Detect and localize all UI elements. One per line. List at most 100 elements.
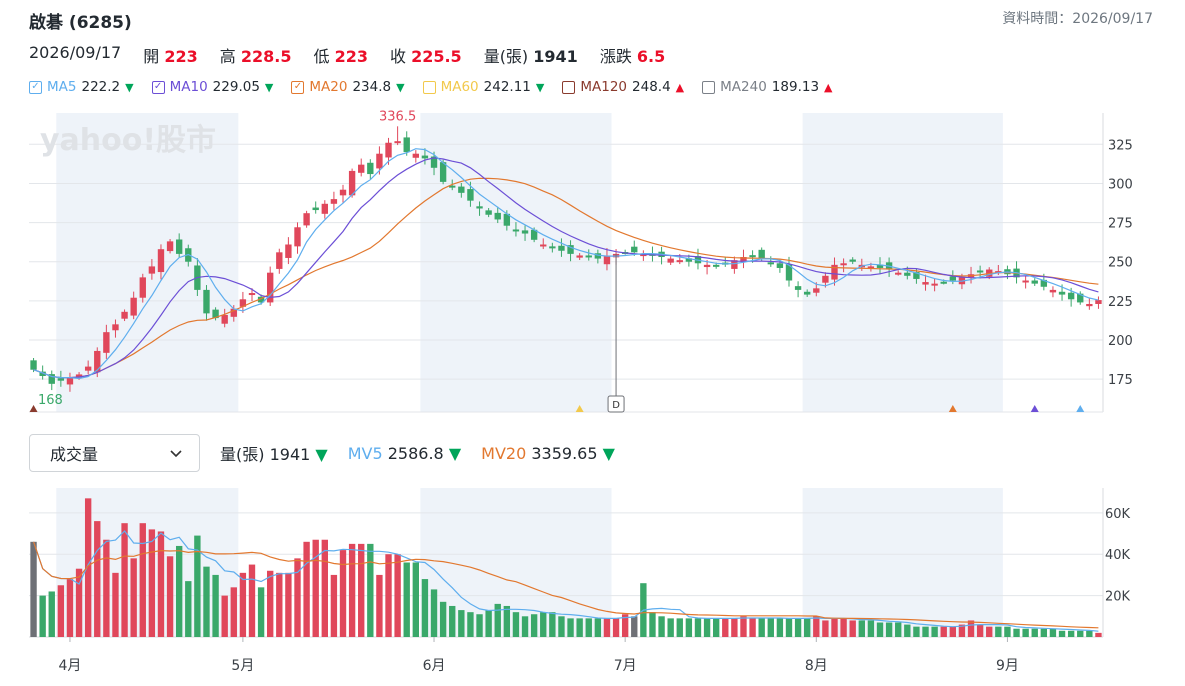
volume-bar <box>594 618 602 637</box>
volume-bar <box>121 523 128 637</box>
ma120-checkbox[interactable] <box>562 80 576 94</box>
volume-bar <box>66 579 74 637</box>
ma10-checkbox[interactable]: ✓ <box>151 80 165 94</box>
candle <box>1086 303 1093 307</box>
volume-bar <box>1040 628 1048 637</box>
volume-tick-label: 20K <box>1105 590 1131 605</box>
candle <box>867 266 875 269</box>
ma240-toggle[interactable]: MA240 189.13 ▲ <box>702 79 833 95</box>
volume-bar <box>321 539 328 637</box>
volume-bar <box>485 610 492 637</box>
high-annotation: 336.5 <box>379 109 416 124</box>
candle <box>348 170 356 196</box>
indicator-select[interactable]: 成交量 <box>29 434 200 472</box>
volume-bar <box>521 616 529 637</box>
candle <box>530 229 538 240</box>
candle <box>267 272 274 303</box>
candle <box>1058 291 1066 295</box>
volume-bar <box>257 587 265 637</box>
candle <box>439 162 447 182</box>
candle <box>239 299 247 307</box>
volume-bar <box>39 595 46 637</box>
volume-bar <box>549 612 556 637</box>
volume-bar <box>940 626 947 637</box>
volume-bar <box>703 618 711 637</box>
candle <box>358 164 365 173</box>
candle <box>685 258 693 262</box>
mv5-value: 2586.8 <box>387 443 444 463</box>
month-label: 8月 <box>805 658 828 674</box>
volume-bar <box>312 539 319 637</box>
candle <box>558 245 565 251</box>
volume-bar <box>394 554 401 637</box>
mv20-value: 3359.65 <box>531 443 598 463</box>
volume-bar <box>230 587 237 637</box>
candle <box>949 276 957 281</box>
volume-bar <box>685 618 693 637</box>
volume-bar <box>612 618 620 637</box>
volume-bar <box>540 612 547 637</box>
candle <box>330 199 338 204</box>
candle <box>940 281 947 284</box>
ma120-toggle[interactable]: MA120 248.4 ▲ <box>562 79 684 95</box>
month-label: 9月 <box>996 658 1019 674</box>
volume-bar <box>339 550 347 637</box>
volume-bar <box>166 556 174 637</box>
candle <box>94 350 101 373</box>
candle <box>157 249 165 273</box>
ma20-toggle[interactable]: ✓ MA20 234.8 ▼ <box>291 79 405 95</box>
volume-bar <box>1077 630 1084 637</box>
volume-bar <box>785 618 793 637</box>
event-marker <box>607 395 625 413</box>
volume-bar <box>649 612 656 637</box>
mv5-line <box>33 530 1099 632</box>
candle <box>585 255 592 258</box>
volume-bar <box>512 612 520 637</box>
volume-bar <box>84 498 92 637</box>
volume-bar <box>913 626 920 637</box>
ma60-checkbox[interactable] <box>422 80 436 94</box>
candle <box>257 296 265 303</box>
candle <box>567 245 574 254</box>
volume-bar <box>904 624 911 637</box>
candle <box>66 377 74 385</box>
candle <box>494 212 501 220</box>
candle <box>112 324 119 331</box>
candle <box>303 213 310 226</box>
candle <box>931 283 938 286</box>
ma10-toggle[interactable]: ✓ MA10 229.05 ▼ <box>151 79 273 95</box>
candle <box>30 360 37 370</box>
volume-bar <box>603 618 611 637</box>
ma5-line <box>33 148 1099 380</box>
ma5-toggle[interactable]: ✓ MA5 222.2 ▼ <box>29 79 134 95</box>
volume-bar <box>631 616 638 637</box>
ma20-checkbox[interactable]: ✓ <box>291 80 305 94</box>
volume-bar <box>348 543 356 637</box>
ma60-toggle[interactable]: MA60 242.11 ▼ <box>422 79 544 95</box>
ma5-checkbox[interactable]: ✓ <box>29 80 42 94</box>
volume-bar <box>439 601 447 637</box>
up-triangle-icon: ▲ <box>824 80 833 94</box>
volume-bar <box>585 618 592 637</box>
candle <box>785 264 793 281</box>
volume-bar <box>303 541 310 637</box>
volume-bar <box>285 572 292 637</box>
volume-bar <box>867 620 875 637</box>
data-time: 資料時間：2026/09/17 <box>1002 11 1153 27</box>
candle <box>321 203 328 214</box>
volume-bar <box>112 572 119 637</box>
ma240-checkbox[interactable] <box>702 80 716 94</box>
candle <box>1031 280 1038 284</box>
candle <box>776 263 784 268</box>
volume-bar <box>1095 632 1102 637</box>
candle <box>285 244 292 258</box>
volume-bar <box>567 618 574 637</box>
candle <box>1022 280 1029 283</box>
volume-bar <box>175 545 183 637</box>
candle <box>1077 293 1084 303</box>
candle <box>339 189 347 196</box>
candle <box>904 272 911 276</box>
volume-bar <box>576 618 583 637</box>
candle <box>294 227 301 247</box>
